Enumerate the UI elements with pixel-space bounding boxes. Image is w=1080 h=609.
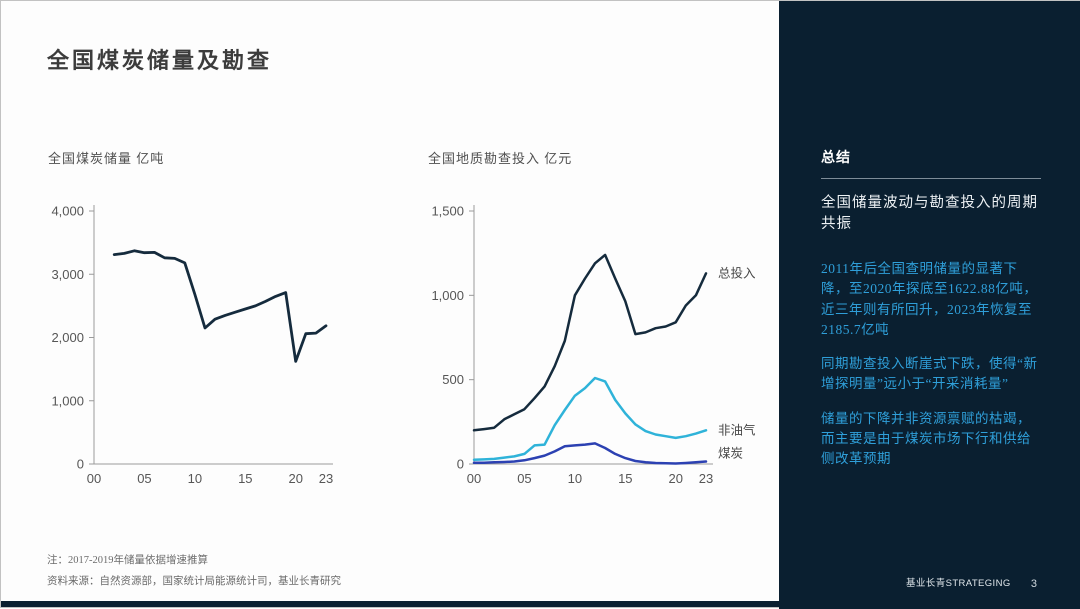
series-label-0: 总投入 — [718, 265, 756, 280]
brand-logo-text: 基业长青STRATEGING — [906, 578, 1011, 589]
x-tick-label: 23 — [319, 471, 333, 486]
sidebar-divider — [821, 178, 1041, 179]
x-tick-label: 00 — [87, 471, 101, 486]
chart-reserves: 0 1,000 2,000 3,000 4,000 00 05 10 15 20 23 — [51, 204, 333, 487]
x-tick-label: 00 — [467, 471, 481, 486]
source-line: 资料来源：自然资源部，国家统计局能源统计司，基业长青研究 — [47, 576, 341, 587]
y-tick-label: 1,000 — [51, 393, 84, 408]
y-tick-label: 4,000 — [51, 204, 84, 219]
page-title: 全国煤炭储量及勘查 — [47, 47, 273, 73]
series-line-2 — [472, 442, 708, 465]
y-tick-label: 3,000 — [51, 267, 84, 282]
sidebar-bullets: 2011年后全国查明储量的显著下降，至2020年探底至1622.88亿吨，近三年… — [821, 259, 1041, 469]
series-line-0 — [112, 249, 328, 363]
y-tick-label: 1,500 — [431, 204, 464, 219]
page-number: 3 — [1030, 578, 1037, 590]
x-tick-label: 05 — [517, 471, 531, 486]
y-tick-label: 1,000 — [431, 288, 464, 303]
bottom-accent-bar — [1, 601, 1080, 607]
sidebar-bullet: 2011年后全国查明储量的显著下降，至2020年探底至1622.88亿吨，近三年… — [821, 261, 1038, 337]
y-tick-label: 0 — [457, 457, 464, 472]
x-tick-label: 20 — [289, 471, 303, 486]
chart-title-invest: 全国地质勘查投入 亿元 — [428, 151, 573, 166]
y-tick-label: 500 — [442, 372, 464, 387]
y-tick-label: 0 — [77, 457, 84, 472]
series-label-1: 非油气 — [718, 422, 756, 437]
x-tick-label: 10 — [568, 471, 582, 486]
series-label-2: 煤炭 — [718, 446, 743, 460]
x-tick-label: 05 — [137, 471, 151, 486]
summary-sidebar: 总结 全国储量波动与勘查投入的周期共振 2011年后全国查明储量的显著下降，至2… — [779, 1, 1080, 609]
series-line-0 — [472, 253, 708, 432]
footnote: 注：2017-2019年储量依据增速推算 — [47, 555, 208, 566]
sidebar-subtitle: 全国储量波动与勘查投入的周期共振 — [821, 195, 1038, 233]
sidebar-bullet: 同期勘查投入断崖式下跌，使得“新增探明量”远小于“开采消耗量” — [821, 356, 1038, 392]
x-tick-label: 10 — [188, 471, 202, 486]
x-tick-label: 15 — [238, 471, 252, 486]
y-tick-label: 2,000 — [51, 330, 84, 345]
x-tick-label: 20 — [669, 471, 683, 486]
chart-title-reserves: 全国煤炭储量 亿吨 — [48, 151, 165, 166]
sidebar-bullet: 储量的下降并非资源禀赋的枯竭，而主要是由于煤炭市场下行和供给侧改革预期 — [821, 410, 1031, 467]
x-tick-label: 23 — [699, 471, 713, 486]
x-tick-label: 15 — [618, 471, 632, 486]
sidebar-heading: 总结 — [821, 151, 851, 166]
series-line-1 — [472, 376, 708, 462]
